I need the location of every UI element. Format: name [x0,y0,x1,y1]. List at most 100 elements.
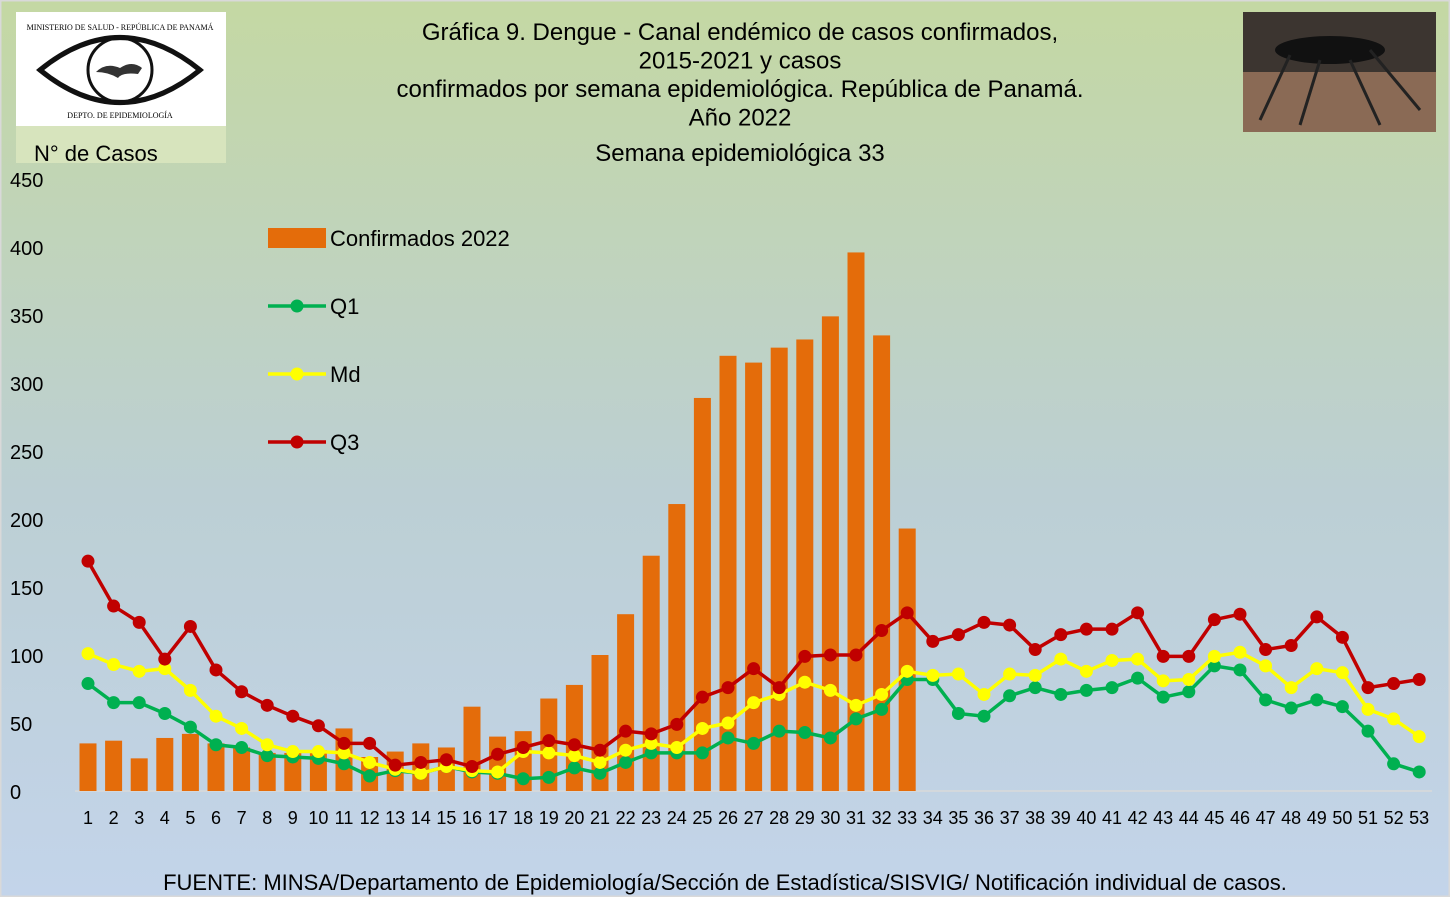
legend-label: Confirmados 2022 [330,226,510,251]
bar [258,752,276,791]
bar [79,743,97,791]
point [1054,652,1068,666]
legend-swatch [290,367,304,381]
x-tick-label: 8 [262,808,272,828]
point [567,738,581,752]
point [1284,701,1298,715]
x-tick-label: 28 [769,808,789,828]
point [183,683,197,697]
x-tick-label: 48 [1281,808,1301,828]
x-tick-label: 37 [1000,808,1020,828]
x-tick-label: 11 [335,808,354,828]
x-tick-label: 50 [1332,808,1352,828]
legend-swatch [290,435,304,449]
point [977,615,991,629]
point [132,615,146,629]
point [209,709,223,723]
point [1233,645,1247,659]
point [567,761,581,775]
point [439,753,453,767]
bar [591,655,609,791]
point [1003,667,1017,681]
bar [207,743,225,791]
point [1412,672,1426,686]
x-tick-label: 34 [923,808,943,828]
point [721,681,735,695]
point [311,745,325,759]
x-tick-label: 2 [109,808,119,828]
x-tick-label: 36 [974,808,994,828]
x-tick-label: 38 [1025,808,1045,828]
legend-label: Q3 [330,430,359,455]
point [644,736,658,750]
point [107,696,121,710]
point [1310,610,1324,624]
point [593,755,607,769]
y-tick-label: 100 [10,646,43,668]
point [772,681,786,695]
x-tick-label: 25 [692,808,712,828]
point [798,675,812,689]
point [1335,666,1349,680]
y-tick-label: 250 [10,442,43,464]
x-tick-label: 45 [1204,808,1224,828]
x-tick-label: 53 [1409,808,1429,828]
point [900,664,914,678]
x-tick-label: 20 [564,808,584,828]
logo-bottom-text: DEPTO. DE EPIDEMIOLOGÍA [67,110,173,120]
x-tick-label: 14 [411,808,431,828]
point [1387,757,1401,771]
x-tick-label: 24 [667,808,687,828]
point [465,760,479,774]
point [1182,672,1196,686]
point [567,749,581,763]
point [1156,690,1170,704]
x-tick-label: 30 [820,808,840,828]
x-tick-label: 22 [616,808,636,828]
point [260,749,274,763]
x-tick-label: 31 [846,808,866,828]
legend-label: Md [330,362,361,387]
y-tick-label: 0 [10,782,21,804]
point [772,724,786,738]
point [1054,628,1068,642]
y-tick-label: 50 [10,714,32,736]
x-tick-label: 13 [385,808,405,828]
point [516,772,530,786]
x-tick-label: 7 [237,808,247,828]
bar [233,747,251,791]
point [1105,681,1119,695]
y-axis-label: N° de Casos [34,141,158,166]
point [363,769,377,783]
point [619,755,633,769]
point [1207,649,1221,663]
point [849,648,863,662]
point [875,702,889,716]
x-tick-label: 9 [288,808,298,828]
y-tick-label: 350 [10,306,43,328]
point [388,758,402,772]
x-tick-label: 42 [1128,808,1148,828]
x-tick-label: 1 [83,808,93,828]
x-tick-label: 52 [1384,808,1404,828]
x-tick-label: 5 [185,808,195,828]
point [1028,668,1042,682]
y-label-box [16,126,226,163]
point [670,717,684,731]
bar [181,733,199,791]
point [542,746,556,760]
point [926,634,940,648]
x-tick-label: 23 [641,808,661,828]
point [1054,687,1068,701]
point [235,685,249,699]
x-tick-label: 4 [160,808,170,828]
point [1028,681,1042,695]
x-tick-label: 47 [1256,808,1276,828]
bar [745,362,763,791]
logo-top-text: MINISTERIO DE SALUD - REPÚBLICA DE PANAM… [27,22,214,32]
point [1361,681,1375,695]
point [1105,622,1119,636]
point [695,690,709,704]
x-tick-label: 17 [488,808,508,828]
point [209,738,223,752]
